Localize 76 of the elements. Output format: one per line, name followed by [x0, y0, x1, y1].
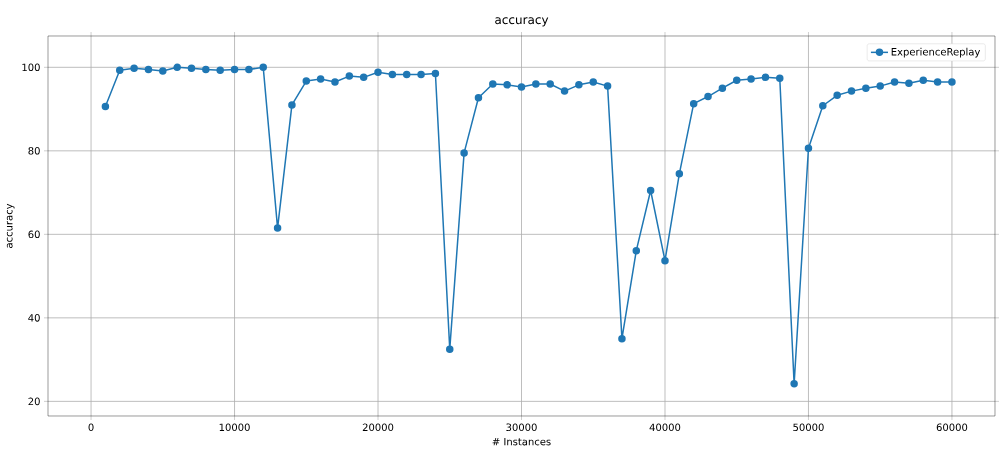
- y-tick-label: 80: [28, 147, 40, 155]
- point: [173, 63, 181, 72]
- x-tick-label: 40000: [649, 423, 681, 432]
- point: [273, 224, 282, 232]
- point: [130, 64, 138, 72]
- point: [575, 81, 583, 89]
- point: [374, 68, 382, 77]
- point: [288, 101, 296, 109]
- legend-label: ExperienceReplay: [891, 47, 981, 58]
- y-axis-title: accuracy: [6, 203, 15, 248]
- x-tick-label: 20000: [362, 423, 394, 432]
- point: [302, 77, 311, 85]
- point: [689, 99, 698, 108]
- point: [431, 69, 440, 78]
- point: [919, 76, 927, 85]
- point: [589, 78, 597, 86]
- point: [732, 76, 741, 85]
- point: [876, 82, 884, 90]
- point: [661, 256, 669, 265]
- point: [819, 101, 827, 110]
- point: [948, 78, 956, 86]
- point: [359, 73, 368, 82]
- point: [503, 81, 511, 89]
- point: [618, 334, 626, 343]
- point: [761, 73, 770, 82]
- x-tick-label: 50000: [793, 423, 824, 432]
- y-tick-label: 40: [28, 314, 40, 322]
- point: [101, 102, 110, 111]
- point: [159, 67, 167, 75]
- point: [245, 65, 253, 74]
- x-tick-label: 60000: [936, 423, 968, 432]
- point: [718, 84, 727, 92]
- x-tick-label: 30000: [506, 423, 537, 432]
- point: [632, 246, 641, 255]
- point: [546, 80, 554, 88]
- point: [862, 84, 870, 92]
- point: [259, 63, 267, 72]
- point: [560, 87, 569, 95]
- point: [116, 66, 124, 74]
- point: [603, 82, 612, 90]
- point: [646, 186, 655, 195]
- point: [230, 65, 239, 74]
- point: [517, 83, 526, 91]
- point: [474, 94, 483, 102]
- point: [790, 380, 798, 388]
- point: [402, 70, 411, 79]
- point: [345, 72, 354, 80]
- point: [704, 92, 712, 101]
- point: [804, 144, 813, 153]
- y-tick-label: 60: [28, 230, 40, 239]
- point: [489, 80, 497, 88]
- point: [316, 75, 325, 83]
- point: [216, 66, 224, 74]
- point: [388, 70, 397, 79]
- point: [446, 345, 454, 353]
- point: [833, 91, 841, 100]
- point: [532, 80, 540, 88]
- x-tick-label: 10000: [219, 423, 250, 432]
- point: [847, 87, 856, 95]
- point: [187, 64, 196, 72]
- x-axis-title: # Instances: [492, 437, 551, 446]
- x-tick-label: 0: [88, 423, 94, 432]
- point: [905, 79, 913, 87]
- y-tick-label: 20: [28, 397, 40, 406]
- point: [460, 149, 468, 157]
- point: [890, 78, 899, 86]
- y-tick-label: 100: [22, 63, 40, 72]
- point: [202, 65, 210, 74]
- point: [144, 65, 153, 74]
- point: [675, 170, 684, 178]
- point: [933, 78, 942, 86]
- point: [331, 78, 339, 86]
- point: [747, 75, 755, 83]
- point: [417, 70, 425, 79]
- point: [776, 74, 784, 82]
- chart-title: accuracy: [495, 17, 549, 27]
